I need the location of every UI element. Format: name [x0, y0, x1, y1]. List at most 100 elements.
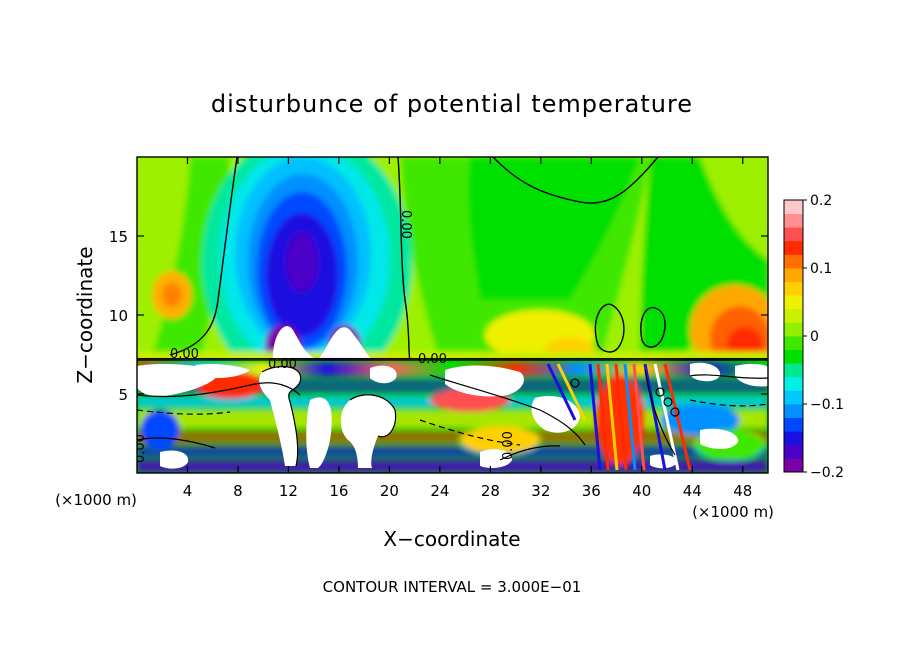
- white-lobes: [272, 326, 372, 360]
- lower-contour-2: [261, 365, 302, 467]
- streak-10: [546, 363, 577, 421]
- contour-label-6: 0.00: [501, 431, 516, 460]
- contour-line-top: [492, 157, 659, 204]
- lower-contour-6: [644, 369, 676, 456]
- colorbar-ticks: 0.2 0.1 0 −0.1 −0.2: [803, 193, 844, 481]
- y-axis-ticks: 5 10 15: [109, 228, 768, 404]
- x-tick-label: 24: [430, 482, 449, 500]
- streak-8: [653, 363, 680, 471]
- streak-7: [643, 363, 667, 471]
- white-region-lower-mid: [480, 449, 512, 468]
- lower-contour-loop-3: [663, 397, 673, 407]
- streak-11: [556, 363, 587, 421]
- inversion-line: [137, 358, 768, 361]
- colorbar-swatch: [784, 322, 803, 337]
- lower-contour-5: [499, 445, 561, 461]
- x-tick-label: 20: [380, 482, 399, 500]
- contour-label-5: 0.00: [133, 434, 148, 463]
- y-tick-label: 5: [118, 386, 128, 404]
- colorbar-swatch: [784, 281, 803, 296]
- lower-contours: [137, 365, 768, 467]
- white-region-lobe-mid: [370, 365, 397, 384]
- yellow-zone-mid: [460, 426, 540, 454]
- colorbar-swatch: [784, 336, 803, 350]
- lower-contour-loop-2: [655, 387, 665, 397]
- x-tick-label: 28: [481, 482, 500, 500]
- colorbar-swatch: [784, 268, 803, 282]
- contour-line-mid: [397, 157, 411, 363]
- cold-plume-core: [286, 232, 318, 292]
- contour-line-left: [169, 157, 238, 356]
- colorbar-swatch: [784, 295, 803, 310]
- lower-contour-1: [137, 382, 301, 398]
- lower-layer: [137, 361, 768, 473]
- colorbar: 0.2 0.1 0 −0.1 −0.2: [783, 193, 844, 481]
- colorbar-tick-label: −0.2: [810, 465, 844, 481]
- colorbar-swatch: [784, 376, 803, 391]
- lower-contour-dashed-3: [689, 399, 768, 407]
- contour-interval-note: CONTOUR INTERVAL = 3.000E−01: [323, 578, 582, 596]
- lower-contour-loop-1: [570, 378, 580, 388]
- colorbar-swatch: [784, 349, 803, 364]
- colorbar-swatch: [784, 444, 803, 459]
- chart-title: disturbunce of potential temperature: [211, 90, 693, 118]
- x-unit-left: (×1000 m): [55, 491, 137, 509]
- colorbar-swatch: [784, 200, 803, 214]
- contour-loop-2: [640, 306, 666, 348]
- y-tick-label: 15: [109, 228, 128, 246]
- vertical-streaks: [546, 363, 692, 471]
- x-tick-label: 8: [233, 482, 243, 500]
- streak-6: [632, 363, 646, 471]
- x-axis-ticks: 4 8 12 16 20 24 28 32 36 40 44 48: [183, 157, 752, 500]
- y-axis-label: Z−coordinate: [73, 246, 97, 383]
- white-region-mushroom-mid: [340, 394, 396, 468]
- streak-5: [623, 363, 637, 471]
- colorbar-swatch: [784, 240, 803, 255]
- contour-label-3: 0.00: [418, 352, 447, 367]
- lower-contour-dashed-2: [419, 419, 521, 446]
- contour-labels: 0.00 0.00 0.00 0.00 0.00 0.00: [133, 210, 516, 463]
- streak-1: [588, 363, 602, 471]
- lower-contour-8: [137, 437, 216, 449]
- upper-field-lower-band: [137, 352, 768, 362]
- colorbar-swatch: [784, 431, 803, 446]
- lower-contour-4: [429, 374, 586, 446]
- contour-loop-1: [594, 303, 625, 353]
- white-region-right-3: [700, 428, 739, 449]
- contour-label-4: 0.00: [398, 210, 413, 239]
- x-tick-label: 4: [183, 482, 193, 500]
- upper-contours: [169, 157, 666, 363]
- x-tick-label: 40: [632, 482, 651, 500]
- upper-green-right: [640, 157, 768, 362]
- lower-contour-dashed-1: [137, 409, 231, 415]
- y-tick-label: 10: [109, 307, 128, 325]
- warm-blob-left-core: [162, 283, 182, 307]
- contour-label-1: 0.00: [170, 347, 199, 362]
- x-axis-label: X−coordinate: [383, 527, 520, 551]
- x-unit-right: (×1000 m): [692, 503, 774, 521]
- colorbar-swatch: [784, 458, 803, 473]
- colorbar-tick-label: 0.2: [810, 193, 832, 209]
- white-region-center: [445, 365, 524, 397]
- upper-field: [137, 157, 768, 392]
- colorbar-swatch: [784, 308, 803, 323]
- colorbar-tick-label: 0: [810, 329, 819, 345]
- contour-label-2: 0.00: [268, 357, 297, 372]
- lower-contour-7: [689, 374, 768, 379]
- blue-patch-left: [140, 410, 180, 450]
- x-tick-label: 48: [733, 482, 752, 500]
- x-tick-label: 36: [582, 482, 601, 500]
- x-tick-label: 12: [279, 482, 298, 500]
- x-tick-label: 16: [329, 482, 348, 500]
- upper-green-core: [468, 157, 640, 300]
- plot-area: 0.00 0.00 0.00 0.00 0.00 0.00: [133, 157, 768, 473]
- colorbar-swatch: [784, 227, 803, 242]
- colorbar-swatch: [784, 390, 803, 405]
- colorbar-swatch: [784, 213, 803, 228]
- white-region-right-1: [690, 362, 721, 382]
- streak-9: [663, 363, 692, 471]
- white-region-left-upper: [195, 363, 250, 378]
- colorbar-swatch: [784, 363, 803, 378]
- white-region-lower-left: [160, 450, 189, 469]
- streak-4: [614, 363, 628, 471]
